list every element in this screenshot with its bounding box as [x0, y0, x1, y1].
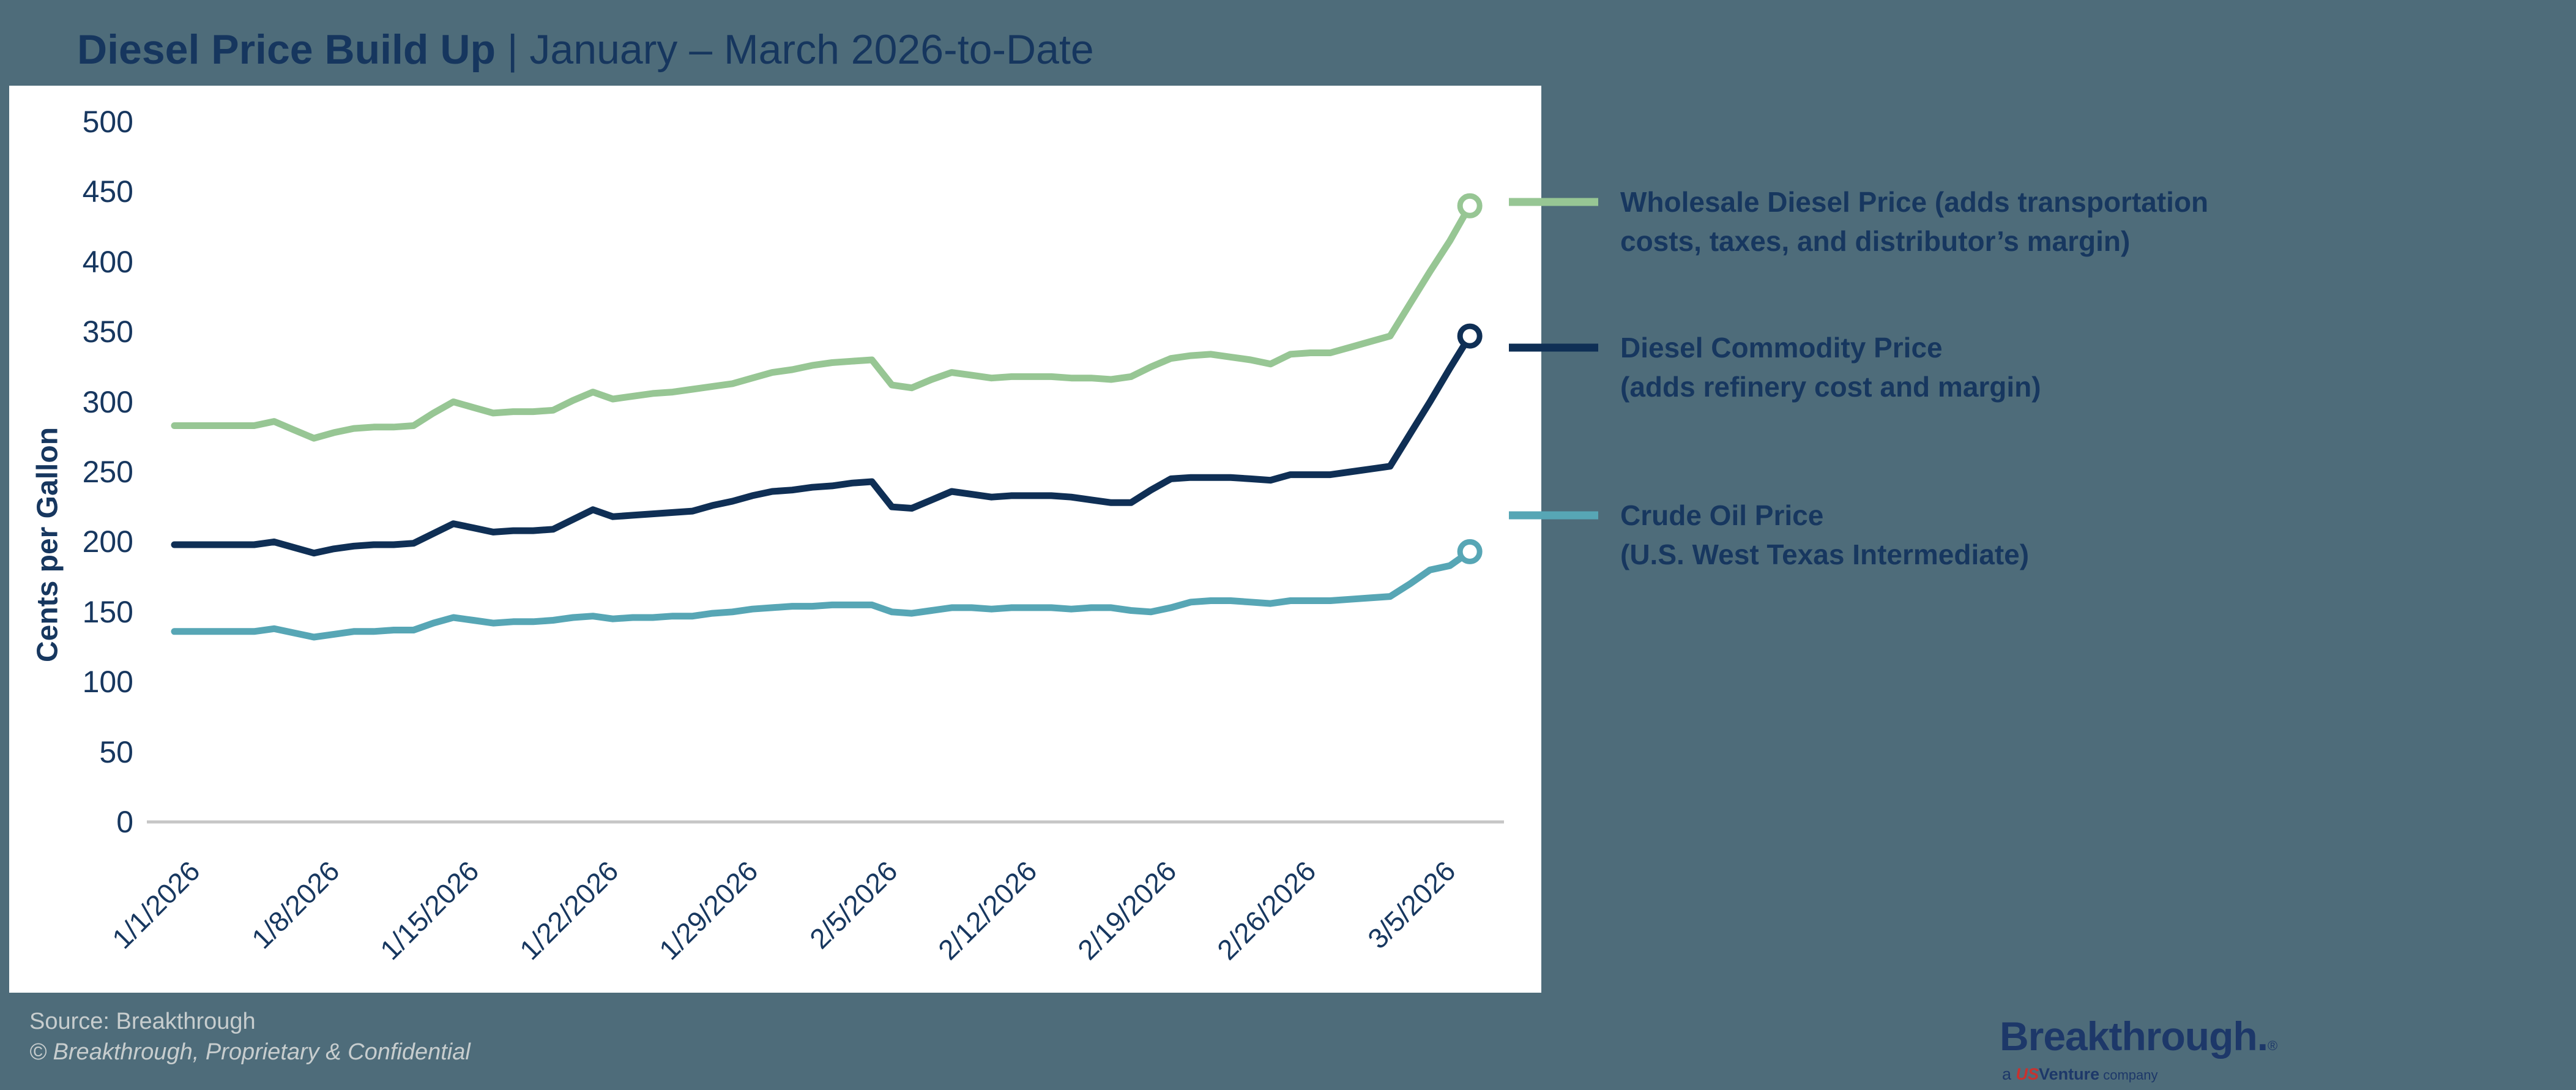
venture-logo-text: Venture	[2039, 1065, 2100, 1083]
legend-item-0: Wholesale Diesel Price (adds transportat…	[1620, 182, 2550, 261]
breakthrough-wordmark: Breakthrough.	[2000, 1013, 2268, 1059]
registered-mark: ®	[2268, 1038, 2277, 1053]
chart-panel	[9, 86, 1541, 993]
legend-item-2: Crude Oil Price (U.S. West Texas Intermed…	[1620, 496, 2550, 574]
page-title: Diesel Price Build Up | January – March …	[77, 16, 1094, 83]
legend-item-1-line2: (adds refinery cost and margin)	[1620, 371, 2041, 403]
legend-item-1-line1: Diesel Commodity Price	[1620, 332, 1943, 364]
usventure-tagline: a USVenture company	[2002, 1066, 2157, 1083]
legend-item-0-line1: Wholesale Diesel Price (adds transportat…	[1620, 186, 2209, 218]
legend-item-2-line1: Crude Oil Price	[1620, 499, 1824, 531]
y-tick-label: 150	[82, 594, 133, 629]
y-tick-label: 500	[82, 105, 133, 139]
breakthrough-logo: Breakthrough.®	[2000, 1016, 2277, 1066]
y-tick-label: 300	[82, 384, 133, 419]
tagline-prefix: a	[2002, 1065, 2016, 1083]
copyright-note: © Breakthrough, Proprietary & Confidenti…	[29, 1039, 471, 1065]
source-note: Source: Breakthrough	[29, 1009, 256, 1034]
y-tick-label: 350	[82, 315, 133, 349]
y-tick-label: 50	[99, 734, 133, 769]
page-title-subtitle: | January – March 2026-to-Date	[495, 26, 1094, 73]
y-tick-label: 0	[116, 805, 133, 839]
us-logo-text: US	[2016, 1065, 2039, 1083]
legend-item-2-line2: (U.S. West Texas Intermediate)	[1620, 539, 2030, 570]
tagline-company: company	[2099, 1067, 2158, 1083]
legend-item-0-line2: costs, taxes, and distributor’s margin)	[1620, 225, 2131, 257]
y-tick-label: 200	[82, 524, 133, 559]
y-tick-label: 100	[82, 665, 133, 700]
y-tick-label: 400	[82, 244, 133, 279]
y-tick-label: 250	[82, 455, 133, 489]
y-tick-label: 450	[82, 174, 133, 209]
legend-item-1: Diesel Commodity Price (adds refinery cos…	[1620, 328, 2550, 406]
page-title-main: Diesel Price Build Up	[77, 26, 496, 73]
